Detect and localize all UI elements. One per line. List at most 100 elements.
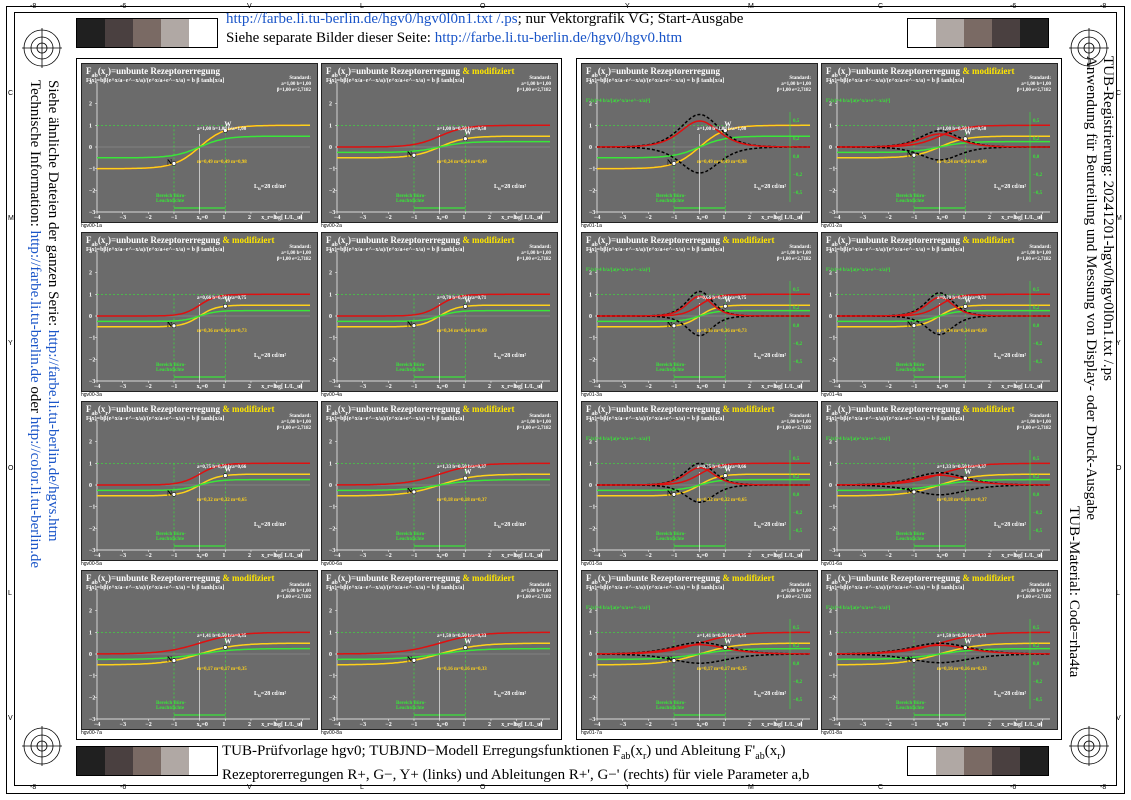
deriv-tick-label: 0,5 [1033, 288, 1040, 293]
header-link-txt[interactable]: http://farbe.li.tu-berlin.de/hgv0/hgv0l0… [226, 11, 518, 27]
left-panel-group: 3 2 1 0 −1 −2 −3 −4 −3 −2 −1 x₀=0 1 2 3 4 x_r=log[ L/L_u… [76, 58, 562, 740]
deriv-tick-label: −0,2 [793, 680, 803, 685]
curve-green [837, 478, 1050, 492]
point-N [911, 658, 917, 663]
panel-m-values: m=0,32 m=0,32 m=0,65 [197, 498, 247, 503]
gray-patch [964, 747, 992, 775]
panel-id: hgv00-7a [81, 730, 102, 736]
x-tick-label: 1 [722, 215, 725, 221]
panel-standard: Standard: a=1,00 b=1,00 β=1,00 e=2,7182 [516, 414, 551, 431]
curve-yellow [597, 473, 810, 497]
plot-panel: 3 2 1 0 −1 −2 −3 −4 −3 −2 −1 x₀=0 1 2 3 4 x_r=log[ L/L_u… [81, 232, 318, 392]
y-tick-label: 2 [89, 102, 92, 108]
x-tick-label: −2 [385, 553, 391, 559]
series-link[interactable]: http://farbe.li.tu-berlin.de/hgvs.htm [45, 329, 61, 542]
y-tick-label: 3 [829, 80, 832, 86]
panel-title: Fab(xr)=unbunte Rezeptorerregung & modif… [826, 235, 1015, 248]
deriv-curve-red [837, 474, 1050, 486]
panel-formula: F(x)=bβ(e^x/a−e^−x/a)/(e^x/a+e^−x/a) = b… [326, 585, 465, 591]
x-tick-label: 4 [1039, 553, 1042, 559]
panel-Lu: Lu=28 cd/m² [494, 522, 527, 531]
edge-label: -6 [1010, 3, 1017, 10]
x-tick-label: −1 [911, 384, 917, 390]
x-tick-label: 4 [799, 722, 802, 728]
panel-params: a=0,66 b=0,50 b/a=0,75 [197, 296, 247, 301]
panel-formula: F(x)=bβ(e^x/a−e^−x/a)/(e^x/a+e^−x/a) = b… [826, 78, 965, 84]
deriv-tick-label: −0,5 [1033, 360, 1043, 365]
panel-params: a=0,70 b=0,50 b/a=0,71 [937, 296, 987, 301]
plot-panel: 3 2 1 0 −1 −2 −3 −4 −3 −2 −1 x₀=0 1 2 3 4 x_r=log[ L/L_u… [581, 63, 818, 223]
x-tick-label: 2 [988, 384, 991, 390]
y-tick-label: 3 [589, 418, 592, 424]
x-tick-label: 2 [248, 384, 251, 390]
y-tick-label: −3 [829, 717, 835, 723]
y-tick-label: 3 [829, 587, 832, 593]
panel-m-values: m=0,24 m=0,24 m=0,49 [437, 160, 487, 165]
y-tick-label: 3 [589, 80, 592, 86]
gray-patch [77, 747, 105, 775]
edge-label: C [1116, 90, 1122, 97]
panel-bereich: Bereich Büro- Leuchtdichte [656, 701, 686, 711]
curve-green [97, 478, 310, 492]
registration-mark-bottom-right [1069, 726, 1109, 766]
panel-bereich: Bereich Büro- Leuchtdichte [156, 194, 186, 204]
header-link-htm[interactable]: http://farbe.li.tu-berlin.de/hgv0/hgv0.h… [434, 30, 683, 46]
y-tick-label: −1 [329, 167, 335, 173]
x-tick-label: −1 [671, 215, 677, 221]
panel-standard: Standard: a=1,00 b=1,00 β=1,00 e=2,7182 [276, 414, 311, 431]
plot-panel: 3 2 1 0 −1 −2 −3 −4 −3 −2 −1 x₀=0 1 2 3 4 x_r=log[ L/L_u… [581, 232, 818, 392]
tech-info-link-de[interactable]: http://farbe.li.tu-berlin.de [27, 230, 43, 383]
point-N [171, 492, 177, 497]
x-tick-label: 4 [799, 553, 802, 559]
x-tick-label: −2 [885, 553, 891, 559]
plot-panel: 3 2 1 0 −1 −2 −3 −4 −3 −2 −1 x₀=0 1 2 3 4 x_r=log[ L/L_u… [321, 401, 558, 561]
deriv-tick-label: 0,0 [793, 493, 800, 498]
y-tick-label: −2 [829, 695, 835, 701]
x-tick-label: 4 [1039, 215, 1042, 221]
x-tick-label: 1 [222, 215, 225, 221]
y-tick-label: −3 [589, 379, 595, 385]
deriv-tick-label: −0,2 [1033, 511, 1043, 516]
deriv-curve-red [597, 644, 810, 655]
x-tick-label: −1 [911, 215, 917, 221]
y-tick-label: 0 [329, 652, 332, 658]
panel-deriv-formula: F'(x)=4 b/a/[a(e^x/a+e^−x/a)²] [826, 268, 891, 273]
gray-patch [105, 19, 133, 47]
curve-yellow [596, 124, 810, 170]
gray-patch [1020, 747, 1048, 775]
tech-info-link-en[interactable]: http://color.li.tu-berlin.de [27, 416, 43, 569]
label-N: N [167, 159, 172, 167]
panel-standard: Standard: a=1,00 b=1,00 β=1,00 e=2,7182 [276, 583, 311, 600]
x-tick-label: −3 [120, 553, 126, 559]
x-tick-label: −3 [860, 384, 866, 390]
x-tick-label: x₀=0 [937, 553, 948, 559]
panel-params: a=1,00 b=0,50 b/a=0,50 [437, 127, 487, 132]
label-W: W [724, 637, 731, 645]
right-side-info: TUB-Registrierung: 20241201-hgv0/hgv0l0n… [1066, 56, 1116, 678]
point-N [911, 152, 917, 158]
gray-patch [133, 19, 161, 47]
y-tick-label: 3 [589, 587, 592, 593]
y-tick-label: −1 [589, 336, 595, 342]
edge-label: C [878, 3, 884, 10]
deriv-tick-label: 0,5 [793, 457, 800, 462]
deriv-tick-label: 0,0 [1033, 662, 1040, 667]
point-W [463, 475, 468, 481]
y-tick-label: −1 [89, 674, 95, 680]
x-tick-label: −1 [171, 384, 177, 390]
point-N [671, 161, 677, 166]
panel-bereich: Bereich Büro- Leuchtdichte [396, 363, 426, 373]
edge-label: V [247, 784, 252, 791]
label-W: W [464, 468, 471, 476]
panel-Lu: Lu=28 cd/m² [494, 691, 527, 700]
curve-yellow [837, 304, 1050, 328]
x-tick-label: 4 [799, 384, 802, 390]
panel-m-values: m=0,36 m=0,36 m=0,73 [697, 329, 747, 334]
y-tick-label: 3 [329, 587, 332, 593]
deriv-curve-red [837, 133, 1050, 148]
x-tick-label: x₀=0 [697, 215, 708, 221]
x-tick-label: 3 [774, 722, 777, 728]
inner-frame [14, 12, 1117, 786]
y-tick-label: −2 [829, 188, 835, 194]
